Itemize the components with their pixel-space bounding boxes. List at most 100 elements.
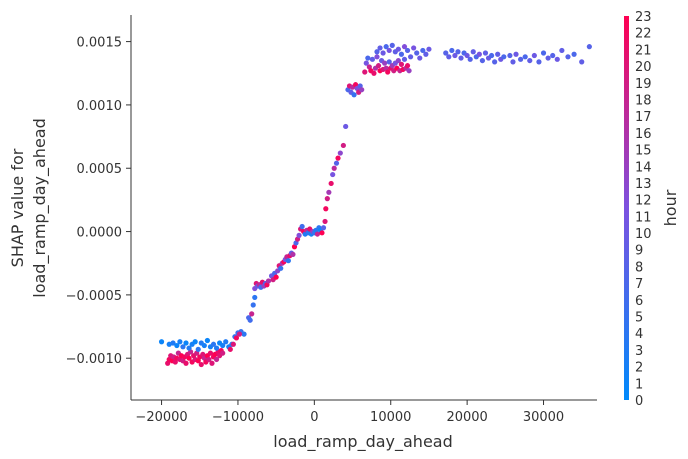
y-tick-label: 0.0010 — [77, 99, 123, 114]
colorbar-tick-label: 17 — [635, 110, 652, 125]
scatter-point — [319, 230, 325, 236]
scatter-point — [536, 59, 542, 65]
x-tick-label: −10000 — [212, 410, 264, 425]
x-tick-label: 10000 — [370, 410, 411, 425]
scatter-point — [180, 344, 186, 350]
scatter-point — [470, 49, 476, 55]
y-axis-ticks: −0.0010 −0.0005 0.0000 0.0005 0.0010 0.0015 — [66, 36, 131, 367]
scatter-point — [333, 160, 340, 166]
scatter-point — [417, 55, 423, 61]
scatter-point — [296, 232, 302, 238]
scatter-point — [209, 360, 215, 366]
scatter-point — [513, 51, 519, 57]
scatter-point — [186, 355, 192, 361]
scatter-point — [250, 302, 256, 308]
colorbar-tick-label: 13 — [635, 177, 652, 192]
scatter-point — [449, 47, 455, 54]
scatter-point — [331, 165, 337, 171]
colorbar-tick-label: 3 — [635, 344, 643, 359]
scatter-point — [363, 60, 369, 66]
colorbar-tick-label: 12 — [635, 194, 652, 209]
scatter-point — [579, 59, 585, 65]
colorbar-tick-label: 21 — [635, 43, 652, 58]
colorbar-tick-label: 7 — [635, 277, 643, 292]
scatter-point — [369, 56, 376, 62]
x-tick-label: 20000 — [446, 410, 487, 425]
scatter-point — [540, 50, 547, 56]
scatter-point — [210, 341, 217, 347]
scatter-point — [351, 92, 357, 98]
scatter-point — [386, 47, 392, 54]
scatter-point — [404, 63, 411, 69]
scatter-point — [565, 54, 571, 60]
scatter-point — [324, 196, 330, 202]
scatter-point — [322, 218, 328, 225]
scatter-point — [359, 87, 365, 93]
colorbar-tick-label: 14 — [635, 160, 652, 175]
scatter-point — [323, 206, 329, 212]
scatter-point — [458, 55, 464, 61]
scatter-point — [426, 46, 432, 52]
colorbar-tick-label: 15 — [635, 144, 652, 159]
colorbar-tick-label: 20 — [635, 60, 652, 75]
scatter-point — [227, 346, 233, 352]
scatter-point — [383, 44, 389, 50]
scatter-point — [230, 341, 236, 347]
colorbar-tick-label: 5 — [635, 311, 643, 326]
scatter-point — [420, 47, 426, 54]
scatter-point — [398, 51, 405, 57]
scatter-point — [247, 317, 253, 323]
scatter-point — [340, 142, 346, 149]
scatter-point — [464, 52, 470, 59]
scatter-point — [236, 331, 243, 337]
scatter-point — [213, 345, 220, 351]
y-tick-label: 0.0005 — [77, 162, 123, 177]
colorbar-tick-label: 18 — [635, 93, 652, 108]
colorbar-tick-label: 22 — [635, 27, 652, 42]
scatter-point — [265, 278, 272, 284]
scatter-point — [398, 61, 405, 67]
scatter-point — [241, 331, 247, 337]
scatter-point — [177, 339, 183, 345]
scatter-point — [213, 356, 220, 363]
scatter-point — [371, 70, 377, 76]
scatter-point — [495, 51, 501, 57]
scatter-point — [423, 51, 429, 57]
colorbar-tick-label: 4 — [635, 327, 643, 342]
scatter-point — [233, 335, 240, 341]
scatter-point — [401, 44, 408, 50]
scatter-point — [249, 311, 255, 317]
scatter-point — [285, 258, 291, 264]
colorbar-tick-label: 6 — [635, 294, 643, 309]
colorbar-tick-label: 0 — [635, 394, 643, 409]
scatter-point — [446, 54, 452, 60]
colorbar-tick-label: 8 — [635, 260, 643, 275]
scatter-point — [571, 51, 577, 57]
scatter-point — [380, 50, 386, 56]
scatter-point — [207, 350, 214, 356]
scatter-point — [395, 57, 401, 64]
y-tick-label: −0.0010 — [66, 352, 122, 367]
scatter-point — [290, 251, 296, 257]
y-tick-label: −0.0005 — [66, 289, 122, 304]
colorbar-tick-label: 16 — [635, 127, 652, 142]
scatter-point — [299, 223, 305, 230]
scatter-point — [404, 47, 411, 54]
scatter-point — [443, 50, 449, 56]
scatter-point — [518, 56, 524, 62]
scatter-point — [559, 47, 565, 54]
scatter-point — [174, 342, 180, 349]
scatter-point — [375, 63, 382, 69]
scatter-point — [314, 231, 320, 237]
scatter-point — [408, 54, 414, 60]
scatter-point — [479, 57, 486, 64]
scatter-point — [395, 46, 401, 52]
scatter-point — [401, 56, 408, 62]
colorbar — [624, 16, 629, 400]
colorbar-label: hour — [661, 189, 680, 226]
colorbar-tick-label: 23 — [635, 10, 652, 25]
scatter-point — [414, 50, 420, 56]
scatter-point — [220, 342, 226, 349]
